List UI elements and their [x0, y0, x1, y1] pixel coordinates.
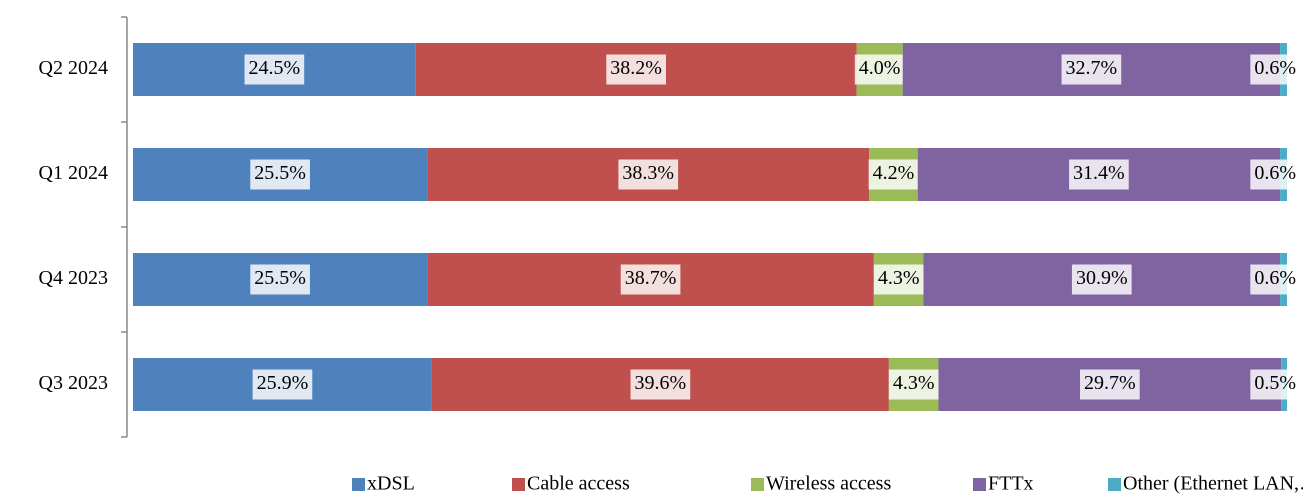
data-label-text: 4.3%	[878, 267, 920, 289]
legend-label: Cable access	[527, 473, 630, 495]
data-label-bg	[854, 54, 905, 85]
data-label: 38.7%	[620, 264, 681, 295]
data-label-bg	[244, 54, 305, 85]
data-label: 32.7%	[1061, 54, 1122, 85]
data-label: 30.9%	[1071, 264, 1132, 295]
data-label: 4.3%	[888, 369, 939, 400]
legend-swatch	[973, 478, 986, 491]
data-label-bg	[250, 159, 310, 190]
data-label-text: 25.5%	[254, 267, 306, 289]
data-label: 4.3%	[873, 264, 924, 295]
data-label-bg	[888, 369, 939, 400]
data-label: 39.6%	[630, 369, 691, 400]
data-label-bg	[618, 159, 679, 190]
data-label: 4.0%	[854, 54, 905, 85]
data-label-text: 0.6%	[1254, 267, 1296, 289]
data-label-bg	[1250, 264, 1300, 295]
data-label-text: 25.5%	[254, 162, 306, 184]
data-label-text: 32.7%	[1066, 57, 1118, 79]
data-label-bg	[620, 264, 681, 295]
data-label-text: 0.5%	[1254, 372, 1296, 394]
data-label-text: 4.3%	[893, 372, 935, 394]
data-label: 25.5%	[250, 264, 310, 295]
data-label: 0.6%	[1250, 54, 1300, 85]
data-label: 38.2%	[606, 54, 666, 85]
data-label-text: 29.7%	[1084, 372, 1136, 394]
data-label-text: 39.6%	[635, 372, 687, 394]
data-label: 0.6%	[1250, 159, 1300, 190]
legend-swatch	[512, 478, 525, 491]
legend-label: Wireless access	[766, 473, 891, 495]
data-label-text: 0.6%	[1254, 57, 1296, 79]
data-label-bg	[630, 369, 691, 400]
data-label: 24.5%	[244, 54, 305, 85]
data-label: 25.5%	[250, 159, 310, 190]
legend-swatch	[1108, 478, 1121, 491]
data-label-bg	[1250, 369, 1300, 400]
data-label-bg	[868, 159, 919, 190]
y-tick-label: Q4 2023	[39, 267, 108, 289]
data-label-text: 38.3%	[622, 162, 674, 184]
legend-label: xDSL	[367, 473, 415, 495]
data-label: 29.7%	[1080, 369, 1140, 400]
data-label-text: 0.6%	[1254, 162, 1296, 184]
data-label-bg	[606, 54, 666, 85]
data-label-bg	[252, 369, 313, 400]
data-label-text: 38.7%	[625, 267, 677, 289]
data-label-bg	[1250, 54, 1300, 85]
legend-swatch	[352, 478, 365, 491]
y-tick-label: Q2 2024	[39, 57, 108, 79]
data-label-bg	[250, 264, 310, 295]
data-label-bg	[873, 264, 924, 295]
data-label-text: 30.9%	[1076, 267, 1128, 289]
data-label: 25.9%	[252, 369, 313, 400]
data-label: 31.4%	[1069, 159, 1129, 190]
data-label-bg	[1080, 369, 1140, 400]
legend-label: FTTx	[988, 473, 1034, 495]
data-label-text: 31.4%	[1073, 162, 1125, 184]
legend-label: Other (Ethernet LAN,…)	[1123, 473, 1303, 495]
data-label-bg	[1069, 159, 1129, 190]
data-label: 0.6%	[1250, 264, 1300, 295]
data-label-bg	[1071, 264, 1132, 295]
data-label-text: 24.5%	[249, 57, 301, 79]
data-label-bg	[1061, 54, 1122, 85]
data-label: 0.5%	[1250, 369, 1300, 400]
y-tick-label: Q3 2023	[39, 372, 108, 394]
data-label-text: 25.9%	[257, 372, 309, 394]
data-label-bg	[1250, 159, 1300, 190]
data-label: 4.2%	[868, 159, 919, 190]
y-tick-label: Q1 2024	[39, 162, 108, 184]
data-label: 38.3%	[618, 159, 679, 190]
data-label-text: 38.2%	[610, 57, 662, 79]
data-label-text: 4.2%	[873, 162, 915, 184]
legend-swatch	[751, 478, 764, 491]
data-label-text: 4.0%	[859, 57, 901, 79]
